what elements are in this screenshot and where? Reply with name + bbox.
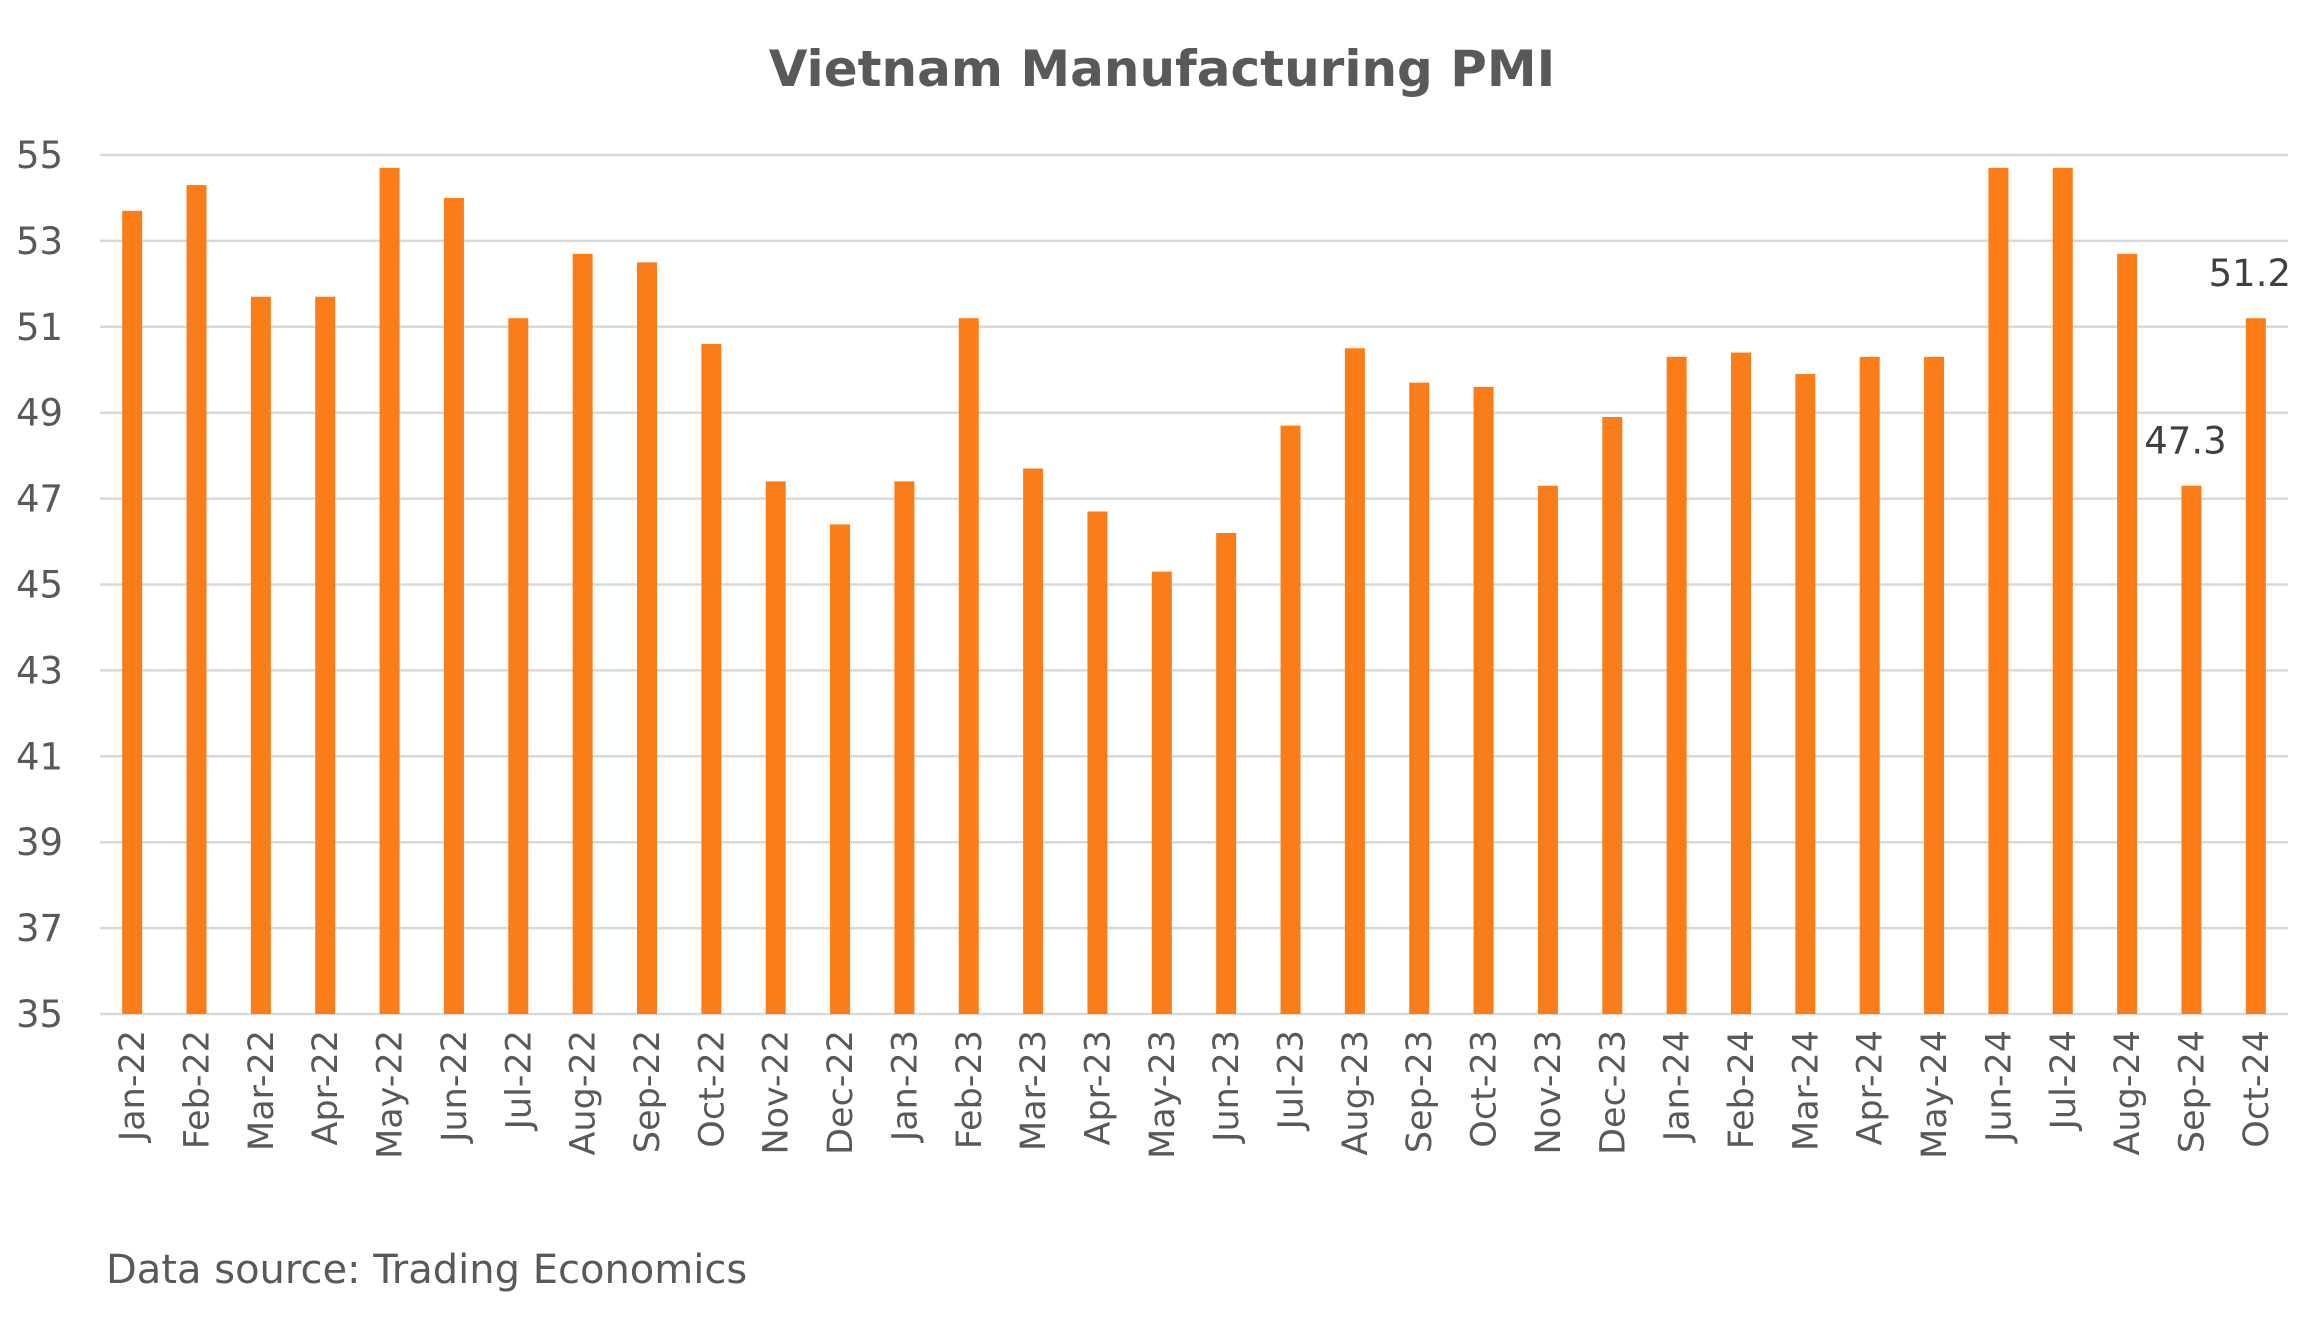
x-tick-label: Jan-24 [1658,1030,1698,1143]
x-tick-label: Nov-22 [757,1030,797,1155]
x-tick-label: May-24 [1915,1030,1955,1159]
x-tick-label: Apr-23 [1078,1030,1118,1145]
y-axis-ticks: 35 37 39 41 43 45 47 49 51 53 55 [16,134,63,1036]
source-note: Data source: Trading Economics [106,1247,747,1293]
y-tick-label: 39 [16,821,63,864]
x-tick-label: Aug-22 [564,1030,604,1156]
bar-mar-22 [250,296,271,1014]
x-tick-label: Mar-22 [242,1030,282,1151]
bar-oct-23 [1473,386,1494,1014]
x-tick-label: Oct-24 [2237,1030,2277,1148]
y-tick-label: 35 [16,993,63,1036]
x-tick-label: Sep-23 [1400,1030,1440,1153]
x-tick-label: Jun-24 [1979,1030,2019,1144]
x-tick-label: Jul-23 [1272,1030,1312,1131]
bar-jul-23 [1280,425,1301,1015]
y-tick-label: 43 [16,649,63,692]
bar-jul-24 [2052,167,2073,1014]
x-tick-label: Feb-24 [1722,1030,1762,1149]
bar-dec-23 [1602,416,1623,1014]
bar-sep-24 [2181,485,2202,1015]
gridlines [100,153,2288,1016]
x-tick-label: Nov-23 [1529,1030,1569,1155]
x-tick-label: Feb-22 [178,1030,218,1149]
bar-jun-23 [1216,532,1237,1014]
x-tick-label: Apr-22 [306,1030,346,1145]
x-tick-label: Feb-23 [950,1030,990,1149]
bar-feb-22 [186,185,207,1014]
bar-aug-24 [2117,253,2138,1014]
x-tick-label: Apr-24 [1851,1030,1891,1145]
x-tick-label: Sep-22 [628,1030,668,1153]
bar-mar-23 [1023,468,1044,1014]
y-tick-label: 37 [16,907,63,950]
bar-mar-24 [1795,374,1816,1014]
bar-apr-24 [1859,356,1880,1014]
bar-jan-23 [894,481,915,1014]
data-label-oct-24: 51.2 [2209,252,2291,295]
bar-aug-23 [1344,348,1365,1014]
x-tick-label: Jan-22 [113,1030,153,1143]
y-tick-label: 55 [16,134,63,177]
x-tick-label: Mar-23 [1014,1030,1054,1151]
x-tick-label: Mar-24 [1786,1030,1826,1151]
bar-jul-22 [508,318,529,1015]
bar-may-22 [379,167,400,1014]
x-tick-label: Sep-24 [2172,1030,2212,1153]
x-tick-label: Oct-23 [1465,1030,1505,1148]
y-tick-label: 49 [16,392,63,435]
x-tick-label: Dec-23 [1593,1030,1633,1155]
bar-jan-22 [122,210,143,1014]
y-tick-label: 41 [16,735,63,778]
bar-feb-23 [958,318,979,1015]
bars [122,167,2266,1015]
bar-may-24 [1924,356,1945,1014]
bar-oct-24 [2245,318,2266,1015]
x-tick-label: Jun-22 [435,1030,475,1144]
bar-sep-22 [637,262,657,1014]
data-labels: 47.3 51.2 [2144,252,2291,463]
x-tick-label: Jun-23 [1207,1030,1247,1144]
bar-apr-23 [1087,511,1108,1014]
bar-may-23 [1151,571,1172,1014]
data-label-sep-24: 47.3 [2144,420,2226,463]
x-tick-label: Jul-22 [499,1030,539,1131]
bar-jun-22 [443,197,464,1014]
x-tick-label: Aug-24 [2108,1030,2148,1156]
bar-feb-24 [1731,352,1751,1014]
bar-jun-24 [1988,167,2009,1014]
x-tick-label: Jan-23 [885,1030,925,1143]
bar-apr-22 [315,296,336,1014]
x-tick-label: Jul-24 [2044,1030,2084,1131]
chart-title: Vietnam Manufacturing PMI [769,40,1556,98]
x-tick-label: Dec-22 [821,1030,861,1155]
x-tick-label: May-23 [1143,1030,1183,1159]
x-axis-ticks: Jan-22 Feb-22 Mar-22 Apr-22 May-22 Jun-22 Jul-… [113,1030,2277,1159]
bar-jan-24 [1666,356,1687,1014]
x-tick-label: Oct-22 [692,1030,732,1148]
bar-oct-22 [701,343,722,1015]
y-tick-label: 53 [16,220,63,263]
bar-sep-23 [1409,382,1430,1014]
bar-aug-22 [572,253,593,1014]
y-tick-label: 51 [16,306,63,349]
bar-nov-23 [1537,485,1558,1015]
bar-nov-22 [765,481,786,1014]
y-tick-label: 47 [16,478,63,521]
y-tick-label: 45 [16,564,63,607]
x-tick-label: Aug-23 [1336,1030,1376,1156]
bar-dec-22 [830,524,851,1014]
x-tick-label: May-22 [371,1030,411,1159]
